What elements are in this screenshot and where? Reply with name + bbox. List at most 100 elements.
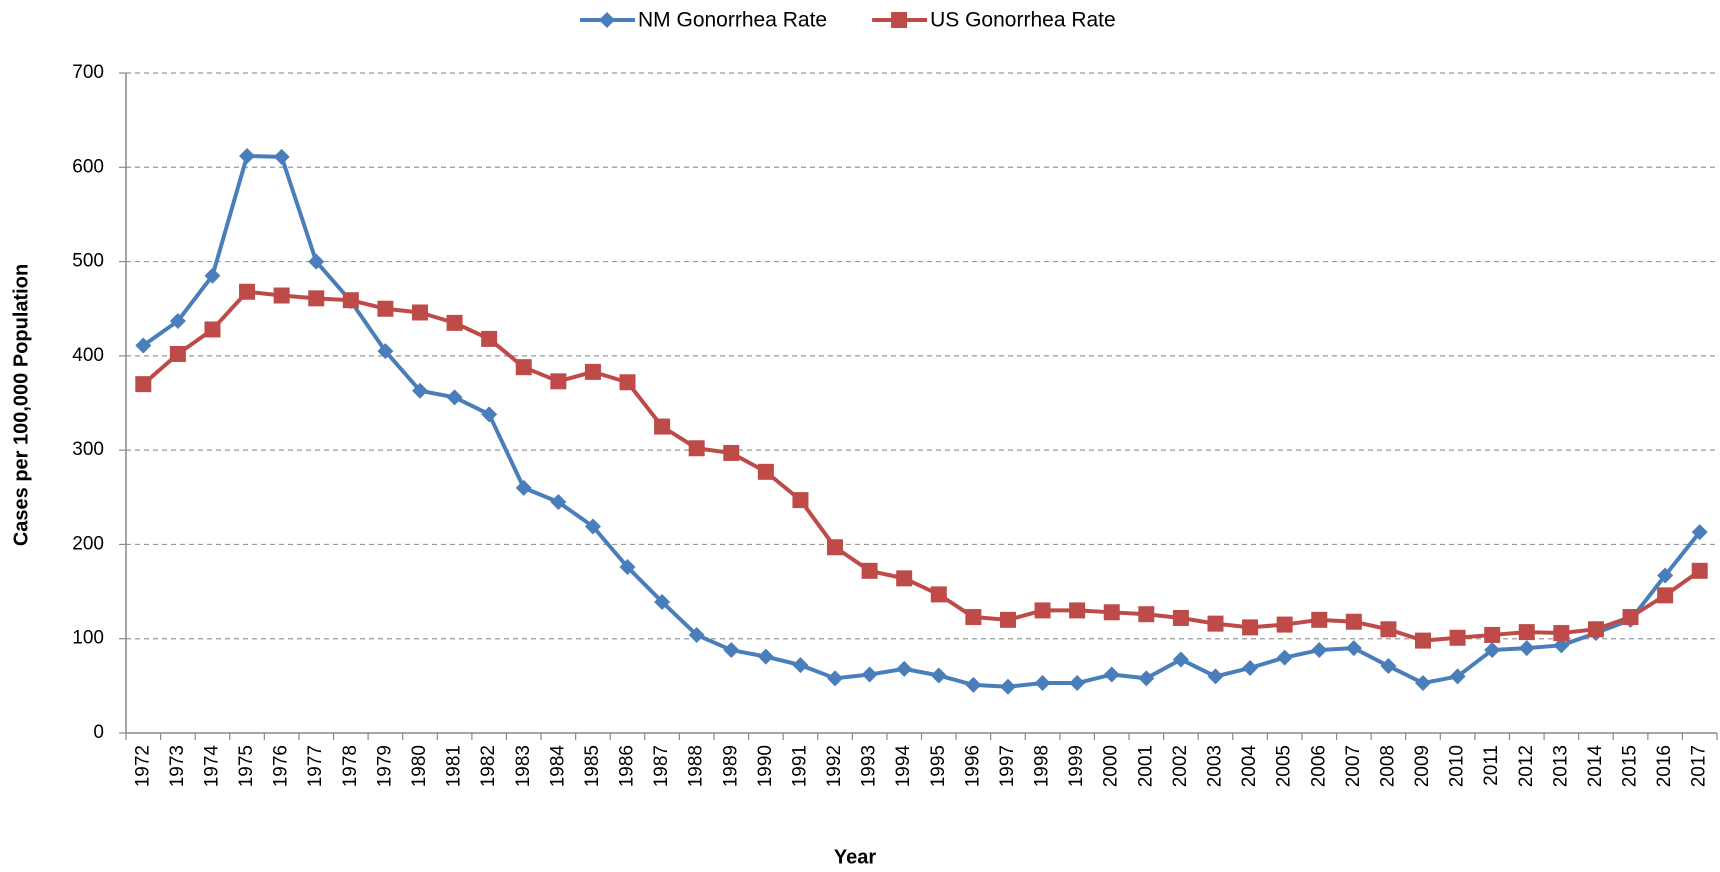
- marker: [1207, 615, 1224, 632]
- y-tick-label: 400: [72, 345, 104, 366]
- marker: [1345, 613, 1362, 630]
- y-axis-title: Cases per 100,000 Population: [10, 264, 32, 546]
- x-tick-label: 1984: [547, 745, 568, 788]
- marker: [1103, 604, 1120, 621]
- marker: [342, 292, 359, 309]
- marker: [1449, 629, 1466, 646]
- y-tick-label: 200: [72, 533, 104, 554]
- x-tick-label: 1977: [305, 745, 326, 787]
- marker: [204, 321, 221, 338]
- x-tick-label: 1972: [132, 745, 153, 787]
- series-line: [142, 153, 1702, 689]
- marker: [1691, 524, 1708, 541]
- marker: [619, 374, 636, 391]
- x-tick-label: 2016: [1654, 745, 1675, 787]
- marker: [1415, 632, 1432, 649]
- marker: [1069, 675, 1086, 692]
- marker: [1311, 611, 1328, 628]
- x-tick-label: 1993: [859, 745, 880, 787]
- marker: [481, 406, 498, 423]
- marker: [446, 389, 463, 406]
- marker: [1034, 602, 1051, 619]
- marker: [1172, 609, 1189, 626]
- marker: [169, 345, 186, 362]
- y-tick-label: 300: [72, 439, 104, 460]
- marker: [584, 518, 601, 535]
- legend-label: NM Gonorrhea Rate: [638, 9, 827, 32]
- x-tick-label: 1974: [201, 745, 222, 788]
- marker: [723, 444, 740, 461]
- marker: [757, 463, 774, 480]
- x-tick-label: 2005: [1274, 745, 1295, 787]
- marker: [1380, 621, 1397, 638]
- marker: [1242, 619, 1259, 636]
- marker: [135, 337, 152, 354]
- y-tick-label: 500: [72, 251, 104, 272]
- marker: [1553, 637, 1570, 654]
- x-tick-label: 2001: [1135, 745, 1156, 787]
- marker: [377, 300, 394, 317]
- marker: [1449, 668, 1466, 685]
- marker: [446, 314, 463, 331]
- x-tick-label: 2007: [1343, 745, 1364, 787]
- marker: [239, 147, 256, 164]
- x-tick-label: 1987: [651, 745, 672, 787]
- legend-label: US Gonorrhea Rate: [930, 9, 1116, 32]
- marker: [619, 559, 636, 576]
- series-line: [141, 289, 1701, 643]
- marker: [792, 657, 809, 674]
- legend-marker: [599, 12, 615, 28]
- x-tick-label: 1982: [478, 745, 499, 787]
- marker: [896, 660, 913, 677]
- marker: [1691, 562, 1708, 579]
- x-tick-label: 1998: [1032, 745, 1053, 787]
- x-tick-label: 2002: [1170, 745, 1191, 787]
- x-tick-label: 2014: [1585, 745, 1606, 788]
- x-tick-label: 1990: [755, 745, 776, 787]
- x-tick-label: 2006: [1308, 745, 1329, 787]
- marker: [411, 382, 428, 399]
- marker: [723, 642, 740, 659]
- marker: [654, 593, 671, 610]
- marker: [308, 253, 325, 270]
- marker: [411, 304, 428, 321]
- x-tick-label: 2012: [1516, 745, 1537, 787]
- marker: [273, 148, 290, 165]
- marker: [515, 359, 532, 376]
- x-tick-label: 1983: [513, 745, 534, 787]
- x-tick-label: 1994: [893, 745, 914, 788]
- x-tick-label: 1976: [271, 745, 292, 787]
- x-tick-label: 1995: [928, 745, 949, 787]
- marker: [1518, 624, 1535, 641]
- y-tick-label: 100: [72, 628, 104, 649]
- marker: [1657, 567, 1674, 584]
- marker: [515, 479, 532, 496]
- x-tick-label: 1979: [374, 745, 395, 787]
- x-tick-label: 1999: [1066, 745, 1087, 787]
- marker: [169, 312, 186, 329]
- marker: [827, 539, 844, 556]
- marker: [1242, 659, 1259, 676]
- marker: [1138, 670, 1155, 687]
- x-tick-label: 1981: [444, 745, 465, 787]
- marker: [930, 667, 947, 684]
- marker: [308, 290, 325, 307]
- marker: [1484, 642, 1501, 659]
- marker: [584, 363, 601, 380]
- x-tick-label: 1975: [236, 745, 257, 787]
- marker: [757, 648, 774, 665]
- marker: [1553, 625, 1570, 642]
- marker: [1172, 651, 1189, 668]
- y-tick-label: 600: [72, 156, 104, 177]
- marker: [481, 330, 498, 347]
- marker: [930, 586, 947, 603]
- x-tick-label: 1973: [167, 745, 188, 787]
- x-tick-label: 2009: [1412, 745, 1433, 787]
- x-tick-label: 1978: [340, 745, 361, 787]
- x-tick-label: 1986: [617, 745, 638, 787]
- marker: [1380, 658, 1397, 675]
- marker: [135, 376, 152, 393]
- y-tick-label: 700: [72, 62, 104, 83]
- marker: [1518, 640, 1535, 657]
